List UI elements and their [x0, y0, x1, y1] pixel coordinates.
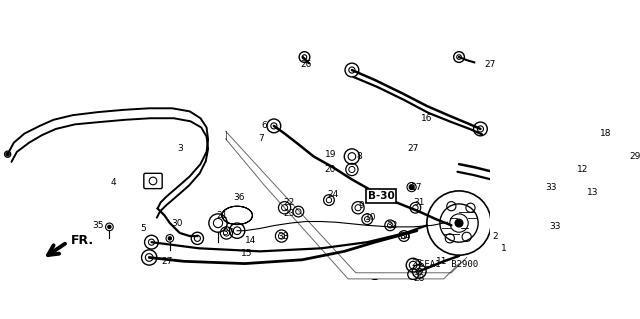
Text: 12: 12	[577, 165, 589, 174]
Text: 27: 27	[484, 60, 496, 69]
Text: 33: 33	[545, 182, 557, 192]
Text: 15: 15	[241, 249, 252, 258]
Circle shape	[6, 153, 9, 156]
Text: 32: 32	[386, 221, 397, 230]
Text: 1: 1	[501, 244, 507, 253]
Text: 6: 6	[261, 122, 267, 130]
Text: 9: 9	[358, 201, 364, 210]
Text: 28: 28	[413, 274, 425, 283]
Text: 36: 36	[233, 193, 244, 202]
Text: 3: 3	[177, 144, 182, 153]
Text: 30: 30	[172, 219, 183, 227]
Circle shape	[455, 219, 463, 227]
Text: FR.: FR.	[70, 234, 93, 247]
Text: 29: 29	[629, 152, 640, 161]
Text: 10: 10	[365, 213, 377, 222]
Text: 31: 31	[413, 198, 425, 207]
Circle shape	[108, 225, 111, 228]
Text: 35: 35	[92, 221, 104, 230]
Text: 19: 19	[324, 150, 336, 159]
Text: 2: 2	[492, 232, 498, 241]
Text: 24: 24	[327, 190, 339, 199]
Text: 4: 4	[111, 178, 116, 187]
Text: B-30: B-30	[367, 191, 394, 201]
Text: 27: 27	[408, 144, 419, 153]
Text: 18: 18	[600, 129, 612, 138]
Text: 8: 8	[356, 152, 362, 161]
Text: 37: 37	[222, 228, 234, 237]
Circle shape	[410, 185, 414, 189]
Text: 5: 5	[140, 224, 146, 233]
Text: 38: 38	[277, 232, 289, 241]
Text: 7: 7	[258, 134, 264, 144]
Text: 22: 22	[284, 198, 295, 207]
Text: 34: 34	[400, 232, 411, 241]
Circle shape	[168, 237, 172, 240]
Text: 16: 16	[421, 114, 433, 123]
Text: 11: 11	[436, 257, 448, 266]
Text: 14: 14	[245, 236, 257, 245]
Text: 27: 27	[161, 257, 172, 266]
Text: 17: 17	[411, 182, 422, 192]
Text: 25: 25	[412, 259, 422, 268]
Text: SEA1  B2900: SEA1 B2900	[419, 260, 478, 269]
Text: 21: 21	[216, 211, 228, 220]
Text: 33: 33	[549, 222, 561, 231]
Text: 26: 26	[300, 60, 312, 69]
Text: 20: 20	[325, 165, 336, 174]
Text: 23: 23	[284, 209, 295, 218]
Text: 13: 13	[587, 188, 598, 197]
